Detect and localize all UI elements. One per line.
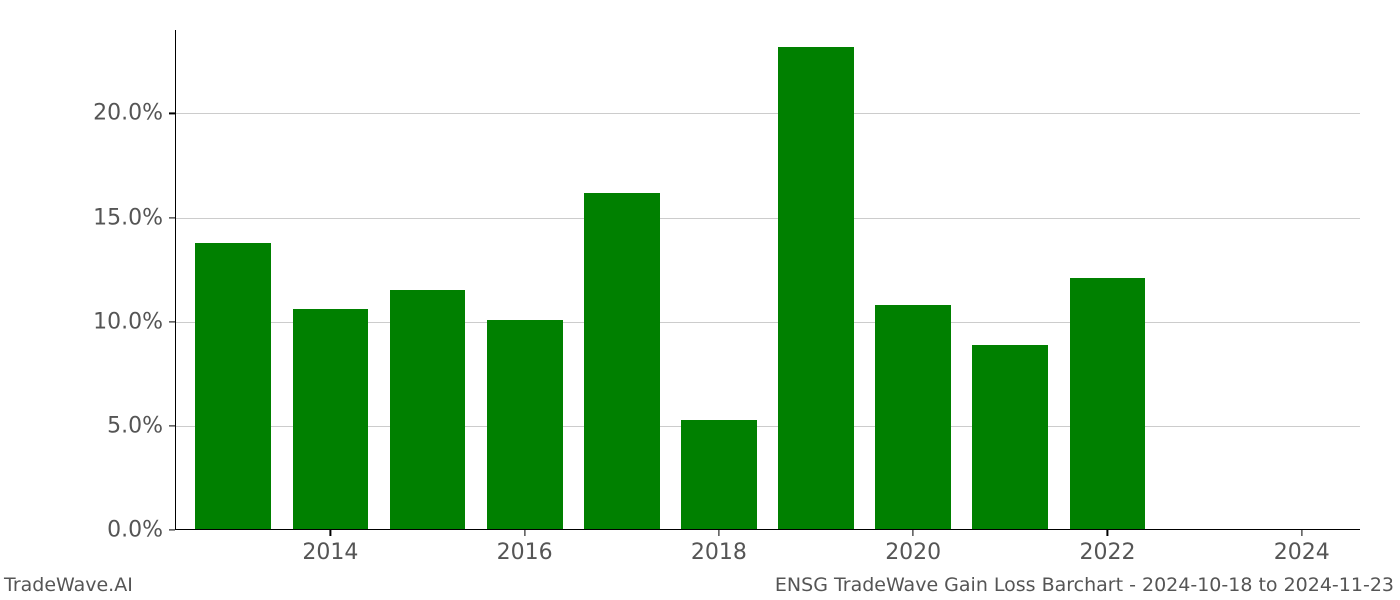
x-tick-label: 2018 <box>691 530 747 565</box>
footer-right-label: ENSG TradeWave Gain Loss Barchart - 2024… <box>775 574 1394 596</box>
footer-left-label: TradeWave.AI <box>4 574 133 596</box>
x-axis-line <box>175 529 1360 530</box>
y-axis-line <box>175 30 176 530</box>
y-tick-label: 0.0% <box>107 518 175 543</box>
bar <box>195 243 271 531</box>
bar <box>390 290 466 530</box>
bar <box>778 47 854 530</box>
bar <box>293 309 369 530</box>
chart-container: 0.0% 5.0% 10.0% 15.0% 20.0% 2014 2016 2018 2020 2… <box>0 0 1400 600</box>
bar <box>487 320 563 530</box>
bar <box>584 193 660 531</box>
x-tick-label: 2022 <box>1079 530 1135 565</box>
x-tick-label: 2024 <box>1274 530 1330 565</box>
x-tick-label: 2016 <box>497 530 553 565</box>
plot-area: 0.0%5.0%10.0%15.0%20.0%20142016201820202… <box>175 30 1360 530</box>
y-tick-label: 5.0% <box>107 413 175 438</box>
y-tick-label: 15.0% <box>93 205 175 230</box>
bar <box>1070 278 1146 530</box>
bar <box>875 305 951 530</box>
y-tick-label: 20.0% <box>93 101 175 126</box>
x-tick-label: 2014 <box>302 530 358 565</box>
x-tick-label: 2020 <box>885 530 941 565</box>
bar <box>972 345 1048 530</box>
grid-line <box>175 218 1360 219</box>
y-tick-label: 10.0% <box>93 309 175 334</box>
bar <box>681 420 757 530</box>
grid-line <box>175 113 1360 114</box>
